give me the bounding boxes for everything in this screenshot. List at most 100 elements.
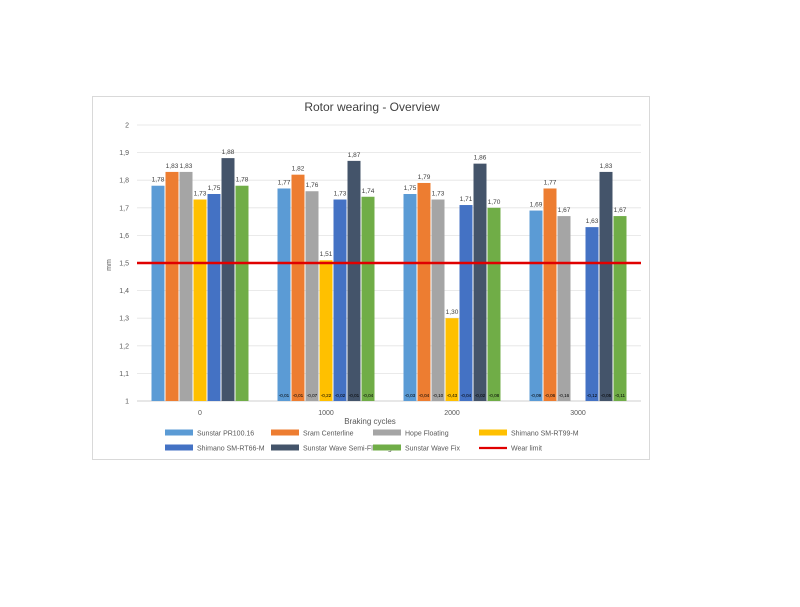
bar-delta-label: -0,43 <box>447 393 458 398</box>
bar <box>585 227 599 401</box>
x-tick-label: 1000 <box>318 410 334 417</box>
bar-value-label: 1,75 <box>208 185 221 192</box>
bar-value-label: 1,51 <box>320 251 333 258</box>
bars-layer <box>151 158 627 401</box>
bar-value-label: 1,63 <box>586 218 599 225</box>
bar-value-label: 1,74 <box>362 188 375 195</box>
bar-value-label: 1,70 <box>488 199 501 206</box>
bar <box>403 194 417 401</box>
grid-layer: 1 1,1 1,2 1,3 1,4 1,5 1,6 1,7 1,8 1,9 2 <box>119 123 641 406</box>
bar-value-label: 1,83 <box>600 163 613 170</box>
bar-delta-label: -0,07 <box>307 393 318 398</box>
bar-value-label: 1,83 <box>180 163 193 170</box>
bar-value-label: 1,75 <box>404 185 417 192</box>
y-tick-label: 1,9 <box>119 150 129 157</box>
bar-delta-label: -0,04 <box>419 393 430 398</box>
bar <box>179 171 193 401</box>
x-tick-label: 0 <box>198 410 202 417</box>
bar <box>487 207 501 401</box>
y-tick-label: 1,3 <box>119 316 129 323</box>
legend-swatch <box>165 444 193 451</box>
legend-entry: Sunstar Wave Semi-Floating <box>303 446 392 453</box>
x-axis-label: Braking cycles <box>344 417 396 426</box>
y-tick-label: 1,8 <box>119 178 129 185</box>
bar-delta-label: -0,05 <box>601 393 612 398</box>
x-tick-label: 3000 <box>570 410 586 417</box>
bar-value-label: 1,73 <box>432 191 445 198</box>
bar-delta-label: -0,11 <box>615 393 626 398</box>
legend-swatch <box>165 429 193 436</box>
bar-delta-label: -0,16 <box>559 393 570 398</box>
x-ticks-layer: 0 1000 2000 3000 <box>198 410 586 417</box>
bar-value-label: 1,77 <box>278 179 291 186</box>
bar <box>417 182 431 401</box>
bar-delta-label: -0,12 <box>587 393 598 398</box>
bar-delta-label: -0,08 <box>489 393 500 398</box>
bar-value-label: 1,83 <box>166 163 179 170</box>
legend-entry: Wear limit <box>511 446 542 453</box>
bar-delta-label: -0,01 <box>279 393 290 398</box>
bar-value-label: 1,88 <box>222 149 235 156</box>
bar <box>459 205 473 401</box>
bar-value-label: 1,76 <box>306 182 319 189</box>
legend-swatch <box>271 429 299 436</box>
bar <box>599 171 613 401</box>
chart-title: Rotor wearing - Overview <box>304 100 440 114</box>
bar-value-label: 1,82 <box>292 166 305 173</box>
bar <box>431 199 445 401</box>
bar <box>613 216 627 401</box>
legend-entry: Sram Centerline <box>303 431 354 438</box>
y-axis-label: mm <box>106 259 113 271</box>
bar-delta-label: -0,02 <box>475 393 486 398</box>
bar-delta-label: -0,09 <box>531 393 542 398</box>
bar-delta-label: -0,10 <box>433 393 444 398</box>
chart-frame: Rotor wearing - Overview mm Braking cycl… <box>92 96 650 460</box>
bar-value-label: 1,67 <box>614 207 627 214</box>
y-tick-label: 1,7 <box>119 205 129 212</box>
legend-swatch <box>271 444 299 451</box>
x-tick-label: 2000 <box>444 410 460 417</box>
bar-value-label: 1,78 <box>152 177 165 184</box>
y-tick-label: 1,6 <box>119 233 129 240</box>
bar-value-label: 1,73 <box>194 191 207 198</box>
y-tick-label: 1,4 <box>119 288 129 295</box>
bar-delta-label: -0,02 <box>335 393 346 398</box>
legend: Sunstar PR100.16 Sram Centerline Hope Floa… <box>165 429 579 453</box>
rotor-wear-chart: Rotor wearing - Overview mm Braking cycl… <box>106 100 641 453</box>
bar-value-label: 1,30 <box>446 309 459 316</box>
bar <box>347 160 361 401</box>
bar-value-label: 1,71 <box>460 196 473 203</box>
bar <box>207 194 221 401</box>
bar-delta-label: -0,04 <box>461 393 472 398</box>
bar-value-label: 1,78 <box>236 177 249 184</box>
y-tick-label: 1,5 <box>119 261 129 268</box>
bar <box>557 216 571 401</box>
bar-value-label: 1,86 <box>474 155 487 162</box>
bar-value-label: 1,87 <box>348 152 361 159</box>
bar-delta-label: -0,03 <box>405 393 416 398</box>
bar <box>165 171 179 401</box>
bar-delta-label: -0,04 <box>363 393 374 398</box>
bar <box>221 158 235 401</box>
bar-value-label: 1,67 <box>558 207 571 214</box>
legend-entry: Shimano SM-RT66-M <box>197 446 265 453</box>
legend-swatch <box>479 429 507 436</box>
legend-entry: Sunstar PR100.16 <box>197 431 254 438</box>
legend-entry: Shimano SM-RT99-M <box>511 431 579 438</box>
y-tick-label: 1,1 <box>119 371 129 378</box>
bar <box>473 163 487 401</box>
bar <box>445 318 459 401</box>
data-labels-layer: 1,781,83 1,831,731,751,881,78 1,77-0,011,8… <box>152 149 627 398</box>
bar <box>151 185 165 401</box>
bar-value-label: 1,77 <box>544 179 557 186</box>
bar-delta-label: -0,22 <box>321 393 332 398</box>
bar <box>235 185 249 401</box>
bar-delta-label: -0,01 <box>349 393 360 398</box>
bar <box>543 188 557 401</box>
bar <box>291 174 305 401</box>
bar-delta-label: -0,06 <box>545 393 556 398</box>
bar <box>361 196 375 401</box>
legend-entry: Hope Floating <box>405 431 449 438</box>
bar <box>319 260 333 401</box>
bar <box>193 199 207 401</box>
